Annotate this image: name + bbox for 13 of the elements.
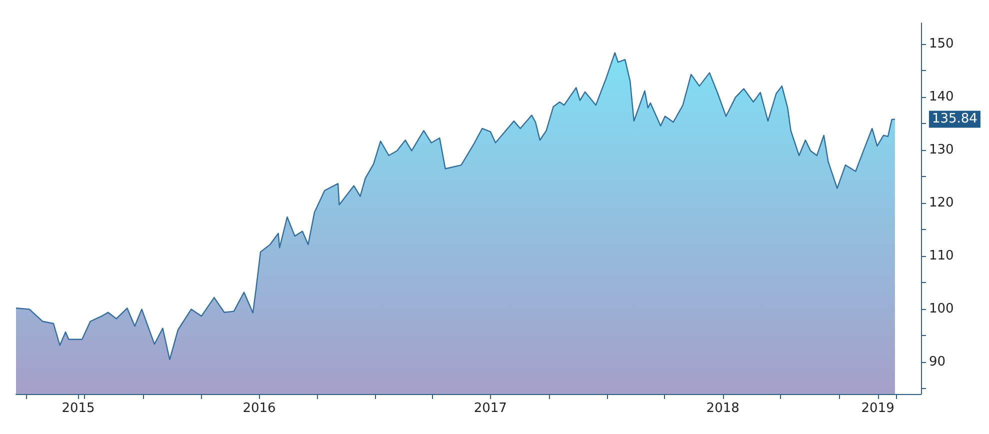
x-tick-label: 2018: [706, 401, 740, 416]
y-tick-label: 100: [929, 302, 954, 317]
x-tick-label: 2019: [861, 401, 894, 416]
x-tick-label: 2017: [474, 401, 507, 416]
y-tick-label: 90: [929, 354, 946, 370]
annotation: 135.84: [932, 112, 978, 127]
y-tick-label: 150: [929, 36, 954, 52]
y-tick-label: 120: [929, 196, 954, 211]
y-tick-label: 110: [929, 248, 954, 264]
x-tick-label: 2015: [62, 401, 95, 416]
y-tick-label: 130: [929, 142, 954, 158]
y-tick-label: 140: [929, 90, 954, 105]
x-tick-label: 2016: [242, 401, 276, 416]
